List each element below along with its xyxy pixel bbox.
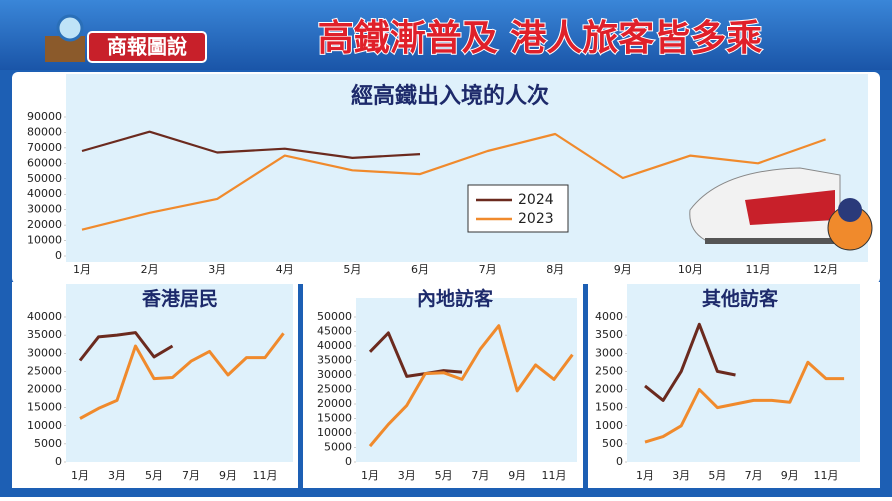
x-tick-label: 3月 <box>398 469 416 482</box>
mascot-hat <box>838 198 862 222</box>
logo: 商報圖說 <box>45 14 207 63</box>
legend-label: 2024 <box>518 192 554 208</box>
y-tick-label: 25000 <box>317 383 352 396</box>
y-tick-label: 25000 <box>27 364 62 377</box>
x-tick-label: 6月 <box>411 263 429 276</box>
x-tick-label: 5月 <box>343 263 361 276</box>
y-tick-label: 2500 <box>595 364 623 377</box>
x-tick-label: 7月 <box>182 469 200 482</box>
x-tick-label: 8月 <box>546 263 564 276</box>
x-tick-label: 3月 <box>108 469 126 482</box>
chart-title: 內地訪客 <box>417 287 494 310</box>
y-tick-label: 2000 <box>595 383 623 396</box>
y-tick-label: 4000 <box>595 310 623 323</box>
data-line <box>81 132 826 231</box>
x-tick-label: 7月 <box>471 469 489 482</box>
y-tick-label: 0 <box>345 455 352 468</box>
y-tick-label: 70000 <box>27 141 62 154</box>
y-tick-label: 1500 <box>595 401 623 414</box>
y-tick-label: 3500 <box>595 328 623 341</box>
y-tick-label: 10000 <box>27 419 62 432</box>
x-tick-label: 1月 <box>71 469 89 482</box>
data-line <box>368 331 463 378</box>
y-tick-label: 10000 <box>27 234 62 247</box>
y-tick-label: 20000 <box>317 397 352 410</box>
x-tick-label: 5月 <box>708 469 726 482</box>
x-tick-label: 3月 <box>208 263 226 276</box>
train-base <box>705 238 845 244</box>
x-tick-label: 11月 <box>253 469 278 482</box>
y-tick-label: 30000 <box>27 346 62 359</box>
x-tick-label: 2月 <box>141 263 159 276</box>
x-tick-label: 7月 <box>745 469 763 482</box>
x-tick-label: 1月 <box>73 263 91 276</box>
magnifier-icon <box>56 14 84 42</box>
y-tick-label: 15000 <box>317 412 352 425</box>
x-tick-label: 12月 <box>813 263 838 276</box>
data-line <box>644 322 736 402</box>
x-tick-label: 9月 <box>508 469 526 482</box>
logo-box <box>87 31 207 63</box>
y-tick-label: 40000 <box>27 187 62 200</box>
y-tick-label: 40000 <box>27 310 62 323</box>
y-tick-label: 60000 <box>27 156 62 169</box>
x-tick-label: 1月 <box>636 469 654 482</box>
x-tick-label: 7月 <box>479 263 497 276</box>
x-tick-label: 9月 <box>781 469 799 482</box>
data-line <box>81 130 421 159</box>
y-tick-label: 5000 <box>324 441 352 454</box>
plot-area <box>356 298 577 462</box>
y-tick-label: 20000 <box>27 383 62 396</box>
y-tick-label: 35000 <box>27 328 62 341</box>
data-line <box>78 331 174 362</box>
x-tick-label: 11月 <box>814 469 839 482</box>
y-tick-label: 500 <box>602 437 623 450</box>
y-tick-label: 0 <box>55 249 62 262</box>
x-tick-label: 4月 <box>276 263 294 276</box>
x-tick-label: 10月 <box>678 263 703 276</box>
chart-title: 經高鐵出入境的人次 <box>351 83 549 109</box>
x-tick-label: 9月 <box>614 263 632 276</box>
legend-label: 2023 <box>518 211 554 227</box>
x-tick-label: 3月 <box>672 469 690 482</box>
x-tick-label: 5月 <box>145 469 163 482</box>
y-tick-label: 50000 <box>317 310 352 323</box>
chart-title: 其他訪客 <box>702 287 779 310</box>
y-tick-label: 35000 <box>317 354 352 367</box>
train-illustration <box>689 167 873 251</box>
y-tick-label: 80000 <box>27 125 62 138</box>
data-line <box>368 324 574 448</box>
train-stripe <box>745 190 835 225</box>
y-tick-label: 10000 <box>317 426 352 439</box>
x-tick-label: 11月 <box>746 263 771 276</box>
y-tick-label: 0 <box>616 455 623 468</box>
y-tick-label: 30000 <box>27 203 62 216</box>
logo-text: 商報圖說 <box>107 35 187 59</box>
y-tick-label: 3000 <box>595 346 623 359</box>
x-tick-label: 1月 <box>361 469 379 482</box>
x-tick-label: 11月 <box>542 469 567 482</box>
y-tick-label: 5000 <box>34 437 62 450</box>
y-tick-label: 20000 <box>27 218 62 231</box>
chart-title: 香港居民 <box>141 288 218 310</box>
plot-area <box>627 284 860 462</box>
x-tick-label: 9月 <box>219 469 237 482</box>
y-tick-label: 90000 <box>27 110 62 123</box>
y-tick-label: 0 <box>55 455 62 468</box>
y-tick-label: 40000 <box>317 339 352 352</box>
y-tick-label: 30000 <box>317 368 352 381</box>
data-line <box>644 360 845 444</box>
y-tick-label: 15000 <box>27 401 62 414</box>
legend: 2024 2023 <box>467 184 569 233</box>
data-line <box>79 332 285 420</box>
x-tick-label: 5月 <box>435 469 453 482</box>
y-tick-label: 1000 <box>595 419 623 432</box>
page-title: 高鐵漸普及 港人旅客皆多乘 <box>318 18 763 59</box>
y-tick-label: 45000 <box>317 325 352 338</box>
legend-box <box>467 184 569 233</box>
y-tick-label: 50000 <box>27 172 62 185</box>
